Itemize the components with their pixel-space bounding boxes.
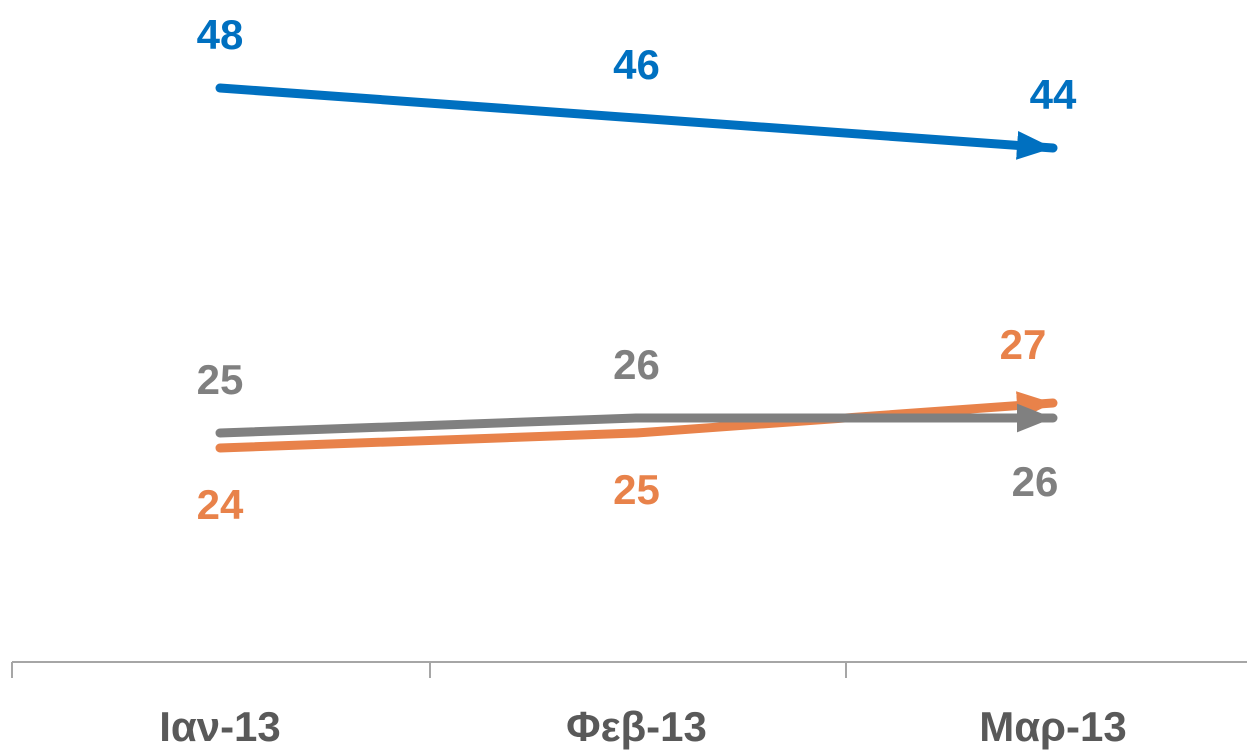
series-line <box>215 403 1058 438</box>
data-label: 25 <box>197 356 244 403</box>
data-label: 46 <box>613 41 660 88</box>
data-label: 27 <box>1000 321 1047 368</box>
x-tick-label: Ιαν-13 <box>159 703 281 750</box>
data-label: 24 <box>197 481 244 528</box>
series-line <box>215 83 1058 160</box>
data-label: 26 <box>613 341 660 388</box>
x-tick-label: Φεβ-13 <box>566 703 707 750</box>
data-label: 25 <box>613 466 660 513</box>
series-line <box>215 391 1058 453</box>
data-label: 48 <box>197 11 244 58</box>
data-label: 26 <box>1012 458 1059 505</box>
data-label: 44 <box>1030 71 1077 118</box>
x-tick-label: Μαρ-13 <box>979 703 1127 750</box>
